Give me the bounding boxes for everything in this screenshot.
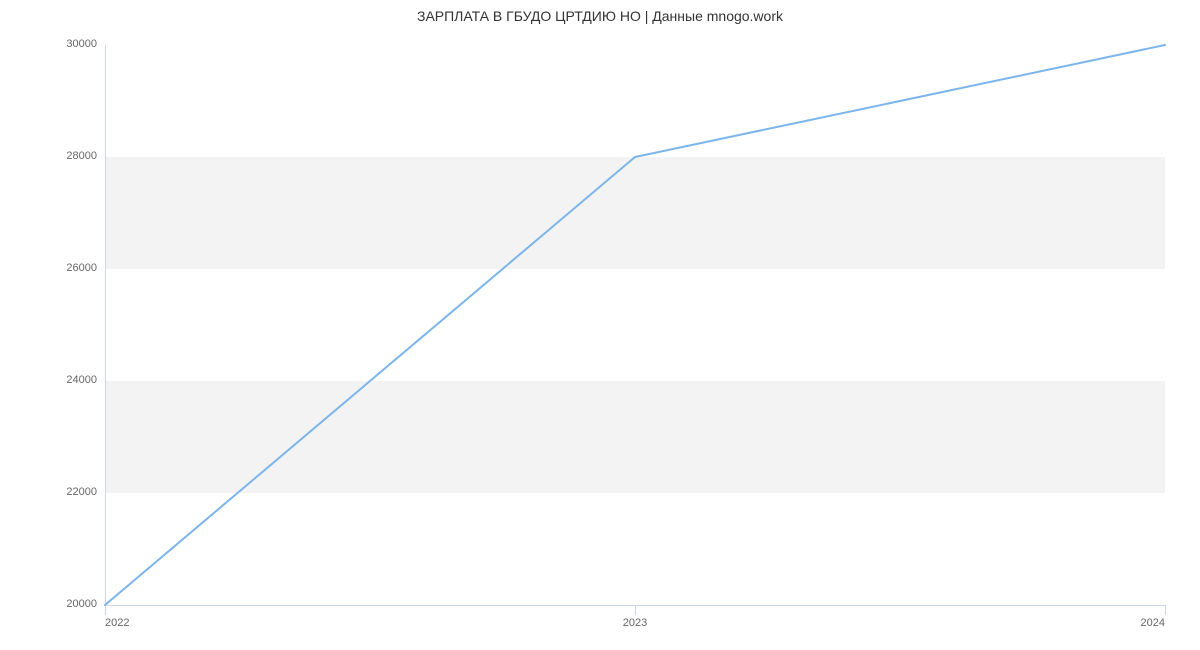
y-tick-label: 26000 xyxy=(66,262,97,274)
salary-series-line xyxy=(105,45,1165,605)
y-tick-label: 22000 xyxy=(66,486,97,498)
x-tick-label: 2022 xyxy=(105,617,129,629)
chart-title: ЗАРПЛАТА В ГБУДО ЦРТДИЮ НО | Данные mnog… xyxy=(0,8,1200,24)
salary-line-chart: ЗАРПЛАТА В ГБУДО ЦРТДИЮ НО | Данные mnog… xyxy=(0,0,1200,650)
y-tick-label: 20000 xyxy=(66,598,97,610)
x-tick-mark xyxy=(635,605,636,615)
y-tick-label: 30000 xyxy=(66,38,97,50)
plot-area: 2000022000240002600028000300002022202320… xyxy=(105,45,1165,605)
y-tick-label: 24000 xyxy=(66,374,97,386)
y-tick-label: 28000 xyxy=(66,150,97,162)
x-tick-label: 2023 xyxy=(615,617,655,629)
x-tick-mark xyxy=(105,605,106,615)
x-tick-label: 2024 xyxy=(1135,617,1165,629)
x-tick-mark xyxy=(1165,605,1166,615)
series-layer xyxy=(105,45,1165,605)
